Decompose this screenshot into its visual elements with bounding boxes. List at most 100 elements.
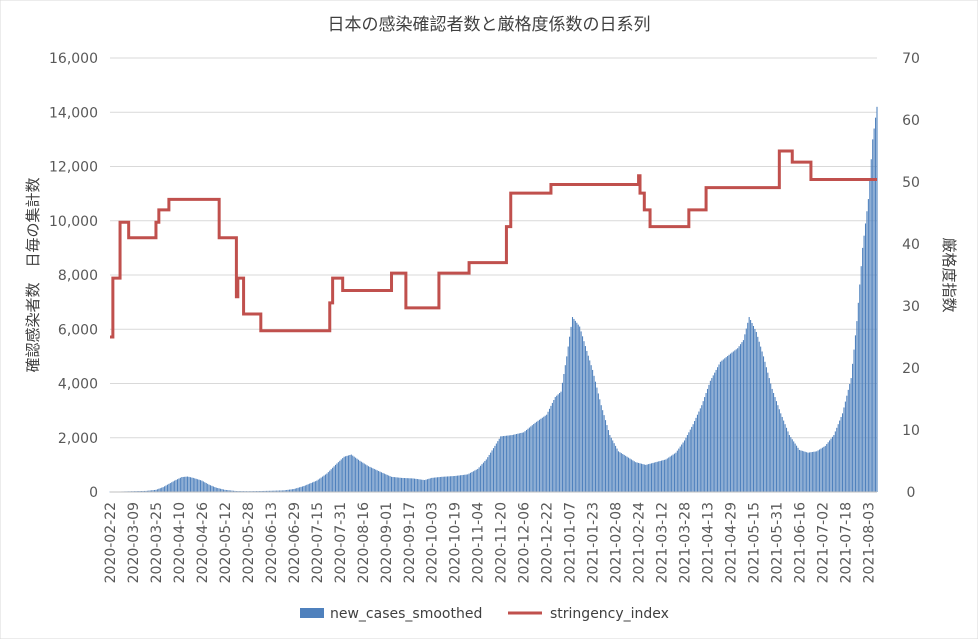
bar <box>846 395 848 492</box>
bar <box>511 435 513 492</box>
bar <box>478 467 480 492</box>
bar <box>210 485 212 492</box>
bar <box>356 458 358 492</box>
bar <box>320 477 322 492</box>
legend-label-new-cases-smoothed: new_cases_smoothed <box>330 606 482 622</box>
bar <box>725 357 727 492</box>
bar <box>153 489 156 492</box>
bar <box>785 427 788 492</box>
bar <box>303 486 305 492</box>
y-tick-label-right: 0 <box>907 485 916 501</box>
bar <box>636 462 638 492</box>
bar <box>287 489 289 492</box>
bar <box>393 477 395 492</box>
bar <box>225 489 227 492</box>
x-tick-label: 2021-03-12 <box>655 502 671 583</box>
bar <box>852 363 854 492</box>
bar <box>197 479 199 492</box>
bar <box>515 434 518 492</box>
bar <box>770 383 772 492</box>
bar <box>510 435 512 492</box>
bar <box>737 348 739 492</box>
bar <box>323 475 325 492</box>
bar <box>837 424 839 492</box>
bar <box>820 448 822 492</box>
bar <box>604 420 607 492</box>
y-tick-label-left: 6,000 <box>58 322 98 338</box>
bar <box>382 472 384 492</box>
bar <box>701 405 703 492</box>
bar <box>702 401 704 492</box>
bar <box>345 456 347 492</box>
bar <box>683 440 686 492</box>
bar <box>619 452 621 492</box>
y-axis-left-title: 確認感染者数 日毎の集計数 <box>24 177 42 372</box>
bar <box>474 470 476 492</box>
bar <box>405 478 407 492</box>
bar <box>221 489 223 492</box>
bar <box>322 476 324 492</box>
bar <box>732 351 734 492</box>
bar <box>863 235 865 492</box>
bar <box>514 434 516 492</box>
bar <box>396 477 398 492</box>
bar <box>833 435 835 492</box>
bar <box>306 484 308 492</box>
bar <box>582 336 584 492</box>
bar <box>422 479 424 492</box>
bar <box>696 414 698 492</box>
bar <box>672 454 674 492</box>
bar <box>817 450 819 492</box>
bar <box>819 449 821 492</box>
x-tick-label: 2021-04-13 <box>701 502 717 583</box>
bar <box>428 478 430 492</box>
bar <box>149 490 151 492</box>
bar <box>429 478 431 492</box>
y-tick-label-right: 20 <box>902 361 920 377</box>
legend-label-stringency-index: stringency_index <box>550 606 669 622</box>
bar <box>224 489 226 492</box>
bar <box>314 481 316 492</box>
bar <box>143 490 146 492</box>
bar <box>717 367 719 492</box>
bar <box>270 490 272 492</box>
bar <box>715 369 717 492</box>
bar <box>699 408 701 492</box>
bar <box>508 435 510 492</box>
bar <box>722 359 724 492</box>
bar <box>151 490 153 492</box>
bar <box>340 459 342 492</box>
bar <box>156 489 158 492</box>
bar <box>564 365 566 492</box>
bar <box>492 448 495 492</box>
bar <box>176 479 179 492</box>
bar <box>161 487 163 492</box>
bar <box>339 460 341 492</box>
bar <box>266 490 268 492</box>
bar <box>349 455 351 492</box>
bar <box>793 441 795 492</box>
bar <box>626 456 628 492</box>
bar <box>640 463 642 492</box>
bar <box>829 440 831 492</box>
bar <box>856 321 858 492</box>
bar <box>673 453 676 492</box>
bar <box>426 479 428 492</box>
bar <box>531 425 533 492</box>
bar <box>293 489 295 492</box>
x-tick-label: 2020-05-12 <box>218 502 234 583</box>
bar <box>521 432 523 492</box>
bar <box>771 388 773 492</box>
bar <box>205 483 207 492</box>
bar <box>389 476 391 492</box>
bar <box>432 477 434 492</box>
bar <box>804 451 806 492</box>
bar <box>291 489 293 492</box>
bar <box>342 458 344 492</box>
bar <box>721 360 723 492</box>
y-tick-label-left: 14,000 <box>49 105 98 121</box>
bar <box>755 331 757 492</box>
bar <box>627 457 630 492</box>
bar <box>824 445 826 492</box>
x-tick-label: 2020-10-19 <box>448 502 464 583</box>
